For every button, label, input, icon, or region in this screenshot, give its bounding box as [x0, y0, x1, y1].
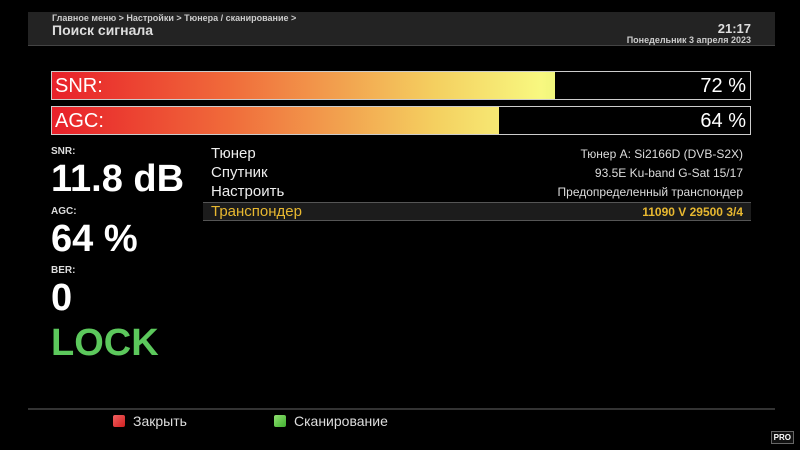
setting-key: Спутник — [211, 164, 268, 181]
scan-label: Сканирование — [294, 413, 388, 429]
agc-bar-fill — [52, 107, 499, 134]
snr-value: 11.8 dB — [51, 158, 185, 200]
snr-bar-value: 72 % — [700, 75, 746, 97]
setting-value: Тюнер A: Si2166D (DVB-S2X) — [580, 147, 744, 161]
snr-bar: SNR: 72 % — [51, 71, 751, 100]
green-key-icon — [274, 415, 286, 427]
setting-key: Транспондер — [211, 203, 302, 220]
close-label: Закрыть — [133, 413, 187, 429]
agc-bar-value: 64 % — [700, 110, 746, 132]
agc-label: AGC: — [51, 206, 77, 217]
setting-value: Предопределенный транспондер — [557, 185, 743, 199]
ber-value: 0 — [51, 277, 73, 319]
settings-list: Тюнер Тюнер A: Si2166D (DVB-S2X) Спутник 9… — [203, 145, 751, 221]
setting-key: Настроить — [211, 183, 285, 200]
ber-label: BER: — [51, 265, 76, 276]
channel-logo: PRO — [770, 431, 794, 444]
setting-value: 11090 V 29500 3/4 — [642, 205, 743, 219]
snr-bar-fill — [52, 72, 555, 99]
red-key-icon — [113, 415, 125, 427]
agc-bar-label: AGC: — [55, 110, 104, 132]
footer-divider — [28, 408, 775, 410]
snr-bar-label: SNR: — [55, 75, 103, 97]
scan-button[interactable]: Сканирование — [274, 413, 388, 429]
setting-value: 93.5E Ku-band G-Sat 15/17 — [594, 166, 743, 180]
agc-bar: AGC: 64 % — [51, 106, 751, 135]
breadcrumb: Главное меню > Настройки > Тюнера / скан… — [52, 13, 297, 23]
header-bar: Главное меню > Настройки > Тюнера / скан… — [28, 12, 775, 46]
setting-row-tuner[interactable]: Тюнер Тюнер A: Si2166D (DVB-S2X) — [203, 145, 751, 164]
close-button[interactable]: Закрыть — [113, 413, 187, 429]
setting-row-setup[interactable]: Настроить Предопределенный транспондер — [203, 183, 751, 202]
page-title: Поиск сигнала — [52, 22, 154, 38]
agc-value: 64 % — [51, 218, 138, 260]
snr-label: SNR: — [51, 146, 76, 157]
setting-key: Тюнер — [211, 145, 256, 162]
setting-row-transponder[interactable]: Транспондер 11090 V 29500 3/4 — [203, 202, 751, 221]
lock-status: LOCK — [51, 322, 159, 364]
setting-row-satellite[interactable]: Спутник 93.5E Ku-band G-Sat 15/17 — [203, 164, 751, 183]
clock: 21:17 — [717, 21, 751, 36]
date: Понедельник 3 апреля 2023 — [626, 35, 751, 45]
